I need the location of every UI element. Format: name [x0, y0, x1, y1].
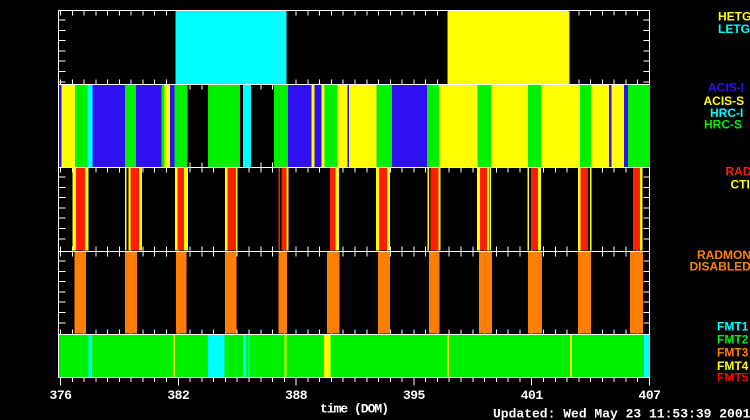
svg-text:FMT2: FMT2 — [717, 333, 749, 347]
svg-text:388: 388 — [285, 388, 308, 403]
svg-text:395: 395 — [403, 388, 426, 403]
svg-text:HRC-S: HRC-S — [704, 118, 742, 132]
svg-text:HETG: HETG — [718, 10, 750, 24]
svg-text:FMT5: FMT5 — [717, 371, 749, 385]
svg-text:HRC-I: HRC-I — [710, 106, 743, 120]
svg-text:407: 407 — [639, 388, 661, 403]
svg-text:FMT3: FMT3 — [717, 346, 749, 360]
svg-text:time (DOM): time (DOM) — [320, 402, 388, 417]
svg-text:FMT1: FMT1 — [717, 320, 749, 334]
svg-text:RADMON: RADMON — [697, 248, 750, 262]
svg-text:RAD: RAD — [726, 165, 750, 179]
svg-text:Updated: Wed May 23 11:53:39 2: Updated: Wed May 23 11:53:39 2001 — [493, 407, 750, 420]
svg-text:382: 382 — [167, 388, 190, 403]
svg-text:FMT4: FMT4 — [717, 359, 749, 373]
svg-text:DISABLED: DISABLED — [690, 260, 750, 274]
svg-text:ACIS-I: ACIS-I — [708, 81, 744, 95]
svg-text:ACIS-S: ACIS-S — [704, 94, 745, 108]
svg-text:376: 376 — [50, 388, 73, 403]
svg-text:CTI: CTI — [731, 178, 750, 192]
svg-text:LETG: LETG — [718, 22, 750, 36]
svg-text:401: 401 — [521, 388, 544, 403]
